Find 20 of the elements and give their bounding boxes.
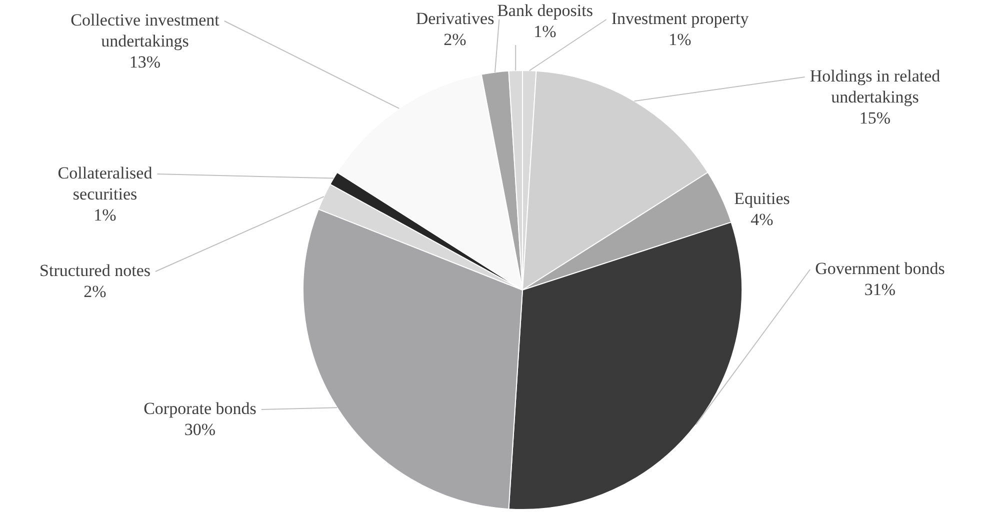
data-label: 1% [534,22,556,41]
slice-label: Government bonds [815,258,945,278]
slice-label: Derivatives [416,8,494,28]
data-label: 31% [864,280,896,299]
slice-label: Collateralised securities [58,163,153,204]
slice-label: Collective investment undertakings [70,10,220,50]
data-label: 4% [750,210,774,229]
data-label: 1% [94,205,116,224]
data-label: 1% [668,30,692,49]
data-label: 2% [84,282,106,301]
slice-label: Bank deposits [497,0,593,20]
data-label: 13% [129,52,161,72]
slice-label: Investment property [611,8,750,28]
slice-label: Structured notes [40,260,150,280]
data-label: 15% [859,108,891,128]
slice-label: Holdings in related undertakings [810,66,941,106]
data-label: 2% [444,30,466,49]
data-label: 30% [184,420,216,439]
slice-label: Corporate bonds [144,398,256,418]
slice-label: Equities [734,188,790,208]
